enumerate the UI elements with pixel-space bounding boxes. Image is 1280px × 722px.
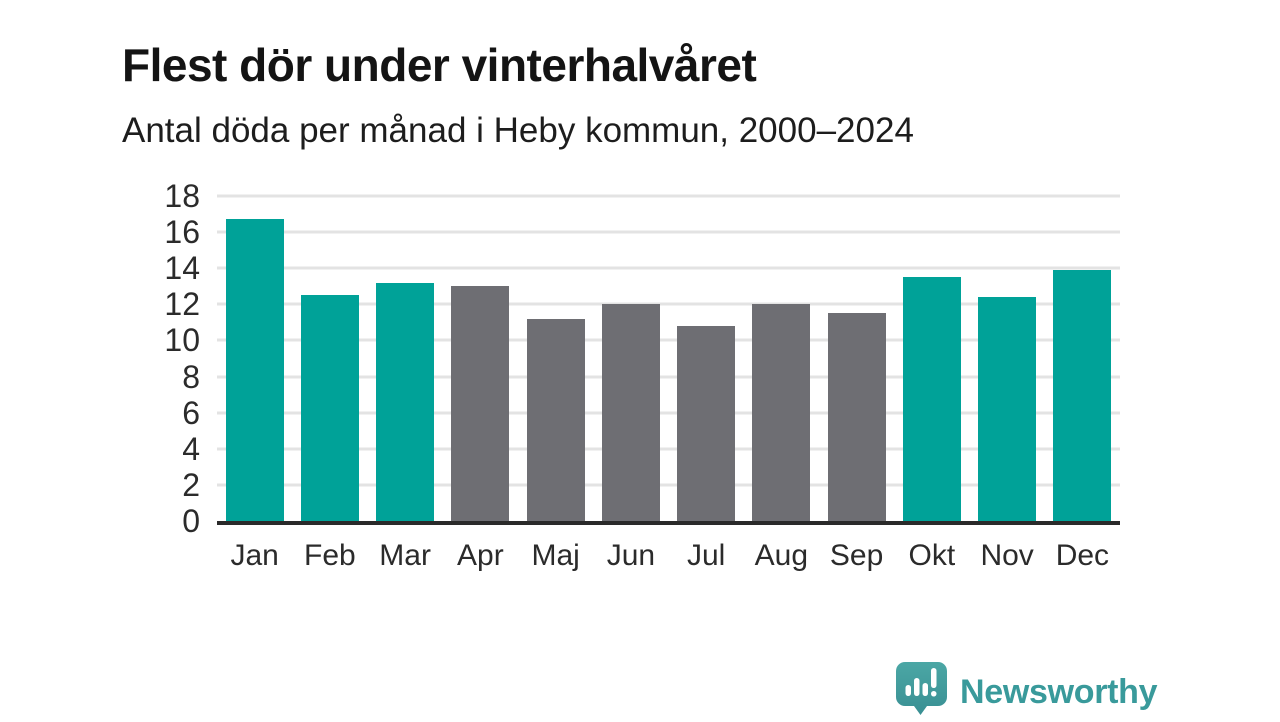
y-tick-label-6: 6	[182, 394, 200, 431]
bar-slot-maj	[518, 196, 593, 521]
newsworthy-logo: Newsworthy	[895, 661, 1158, 722]
bar-sep	[827, 313, 886, 521]
bar-nov	[978, 297, 1037, 521]
bar-dec	[1053, 270, 1112, 521]
bar-slot-aug	[744, 196, 819, 521]
x-tick-label-jul: Jul	[686, 539, 726, 572]
x-tick-label-apr: Apr	[457, 539, 504, 572]
bar-aug	[752, 304, 811, 521]
plot-area	[217, 194, 1120, 525]
x-tick-label-dec: Dec	[1055, 539, 1110, 572]
y-tick-label-2: 2	[182, 466, 200, 503]
newsworthy-brand-text: Newsworthy	[960, 672, 1158, 711]
bar-slot-jun	[593, 196, 668, 521]
x-tick-label-maj: Maj	[531, 539, 580, 572]
bar-slot-dec	[1045, 196, 1120, 521]
gridline-y16	[217, 230, 1120, 234]
bar-slot-nov	[970, 196, 1045, 521]
bar-jun	[601, 304, 660, 521]
gridline-y18	[217, 194, 1120, 198]
chart-subtitle: Antal döda per månad i Heby kommun, 2000…	[122, 111, 914, 150]
x-tick-label-nov: Nov	[980, 539, 1034, 572]
gridline-y8	[217, 375, 1120, 379]
x-axis-labels: Jan Feb Mar Apr Maj Jun Jul Aug Sep Okt Nov Dec	[217, 538, 1120, 574]
gridline-y4	[217, 447, 1120, 451]
gridline-y10	[217, 338, 1120, 342]
x-tick-label-mar: Mar	[379, 539, 431, 572]
y-tick-label-12: 12	[164, 286, 200, 323]
bar-slot-sep	[819, 196, 894, 521]
bar-slot-jan	[217, 196, 292, 521]
x-tick-label-sep: Sep	[829, 539, 884, 572]
y-tick-label-8: 8	[182, 358, 200, 395]
y-tick-label-16: 16	[164, 214, 200, 251]
bar-jan	[225, 219, 284, 521]
bar-slot-okt	[894, 196, 969, 521]
x-tick-label-jan: Jan	[230, 539, 279, 572]
gridline-y2	[217, 483, 1120, 487]
bar-slot-feb	[292, 196, 367, 521]
bar-mar	[376, 282, 435, 521]
bar-slot-apr	[443, 196, 518, 521]
x-tick-label-aug: Aug	[754, 539, 809, 572]
page-title: Flest dör under vinterhalvåret	[122, 38, 757, 91]
x-tick-label-okt: Okt	[908, 539, 956, 572]
y-tick-label-4: 4	[182, 430, 200, 467]
y-tick-label-14: 14	[164, 250, 200, 287]
y-tick-label-10: 10	[164, 322, 200, 359]
y-axis-labels: 0 2 4 6 8 10 12 14 16 18	[60, 180, 200, 537]
bar-jul	[677, 326, 736, 521]
bar-maj	[526, 318, 585, 521]
bar-okt	[902, 277, 961, 521]
bar-slot-jul	[669, 196, 744, 521]
gridline-y14	[217, 266, 1120, 270]
gridline-y12	[217, 302, 1120, 306]
newsworthy-speech-bubble-bar-chart-icon	[895, 661, 949, 722]
bar-feb	[300, 295, 359, 521]
x-tick-label-jun: Jun	[606, 539, 656, 572]
gridline-y6	[217, 411, 1120, 415]
bar-apr	[451, 286, 510, 521]
x-tick-label-feb: Feb	[304, 539, 356, 572]
y-tick-label-0: 0	[182, 503, 200, 539]
y-tick-label-18: 18	[164, 178, 200, 214]
bars	[217, 196, 1120, 521]
bar-slot-mar	[368, 196, 443, 521]
